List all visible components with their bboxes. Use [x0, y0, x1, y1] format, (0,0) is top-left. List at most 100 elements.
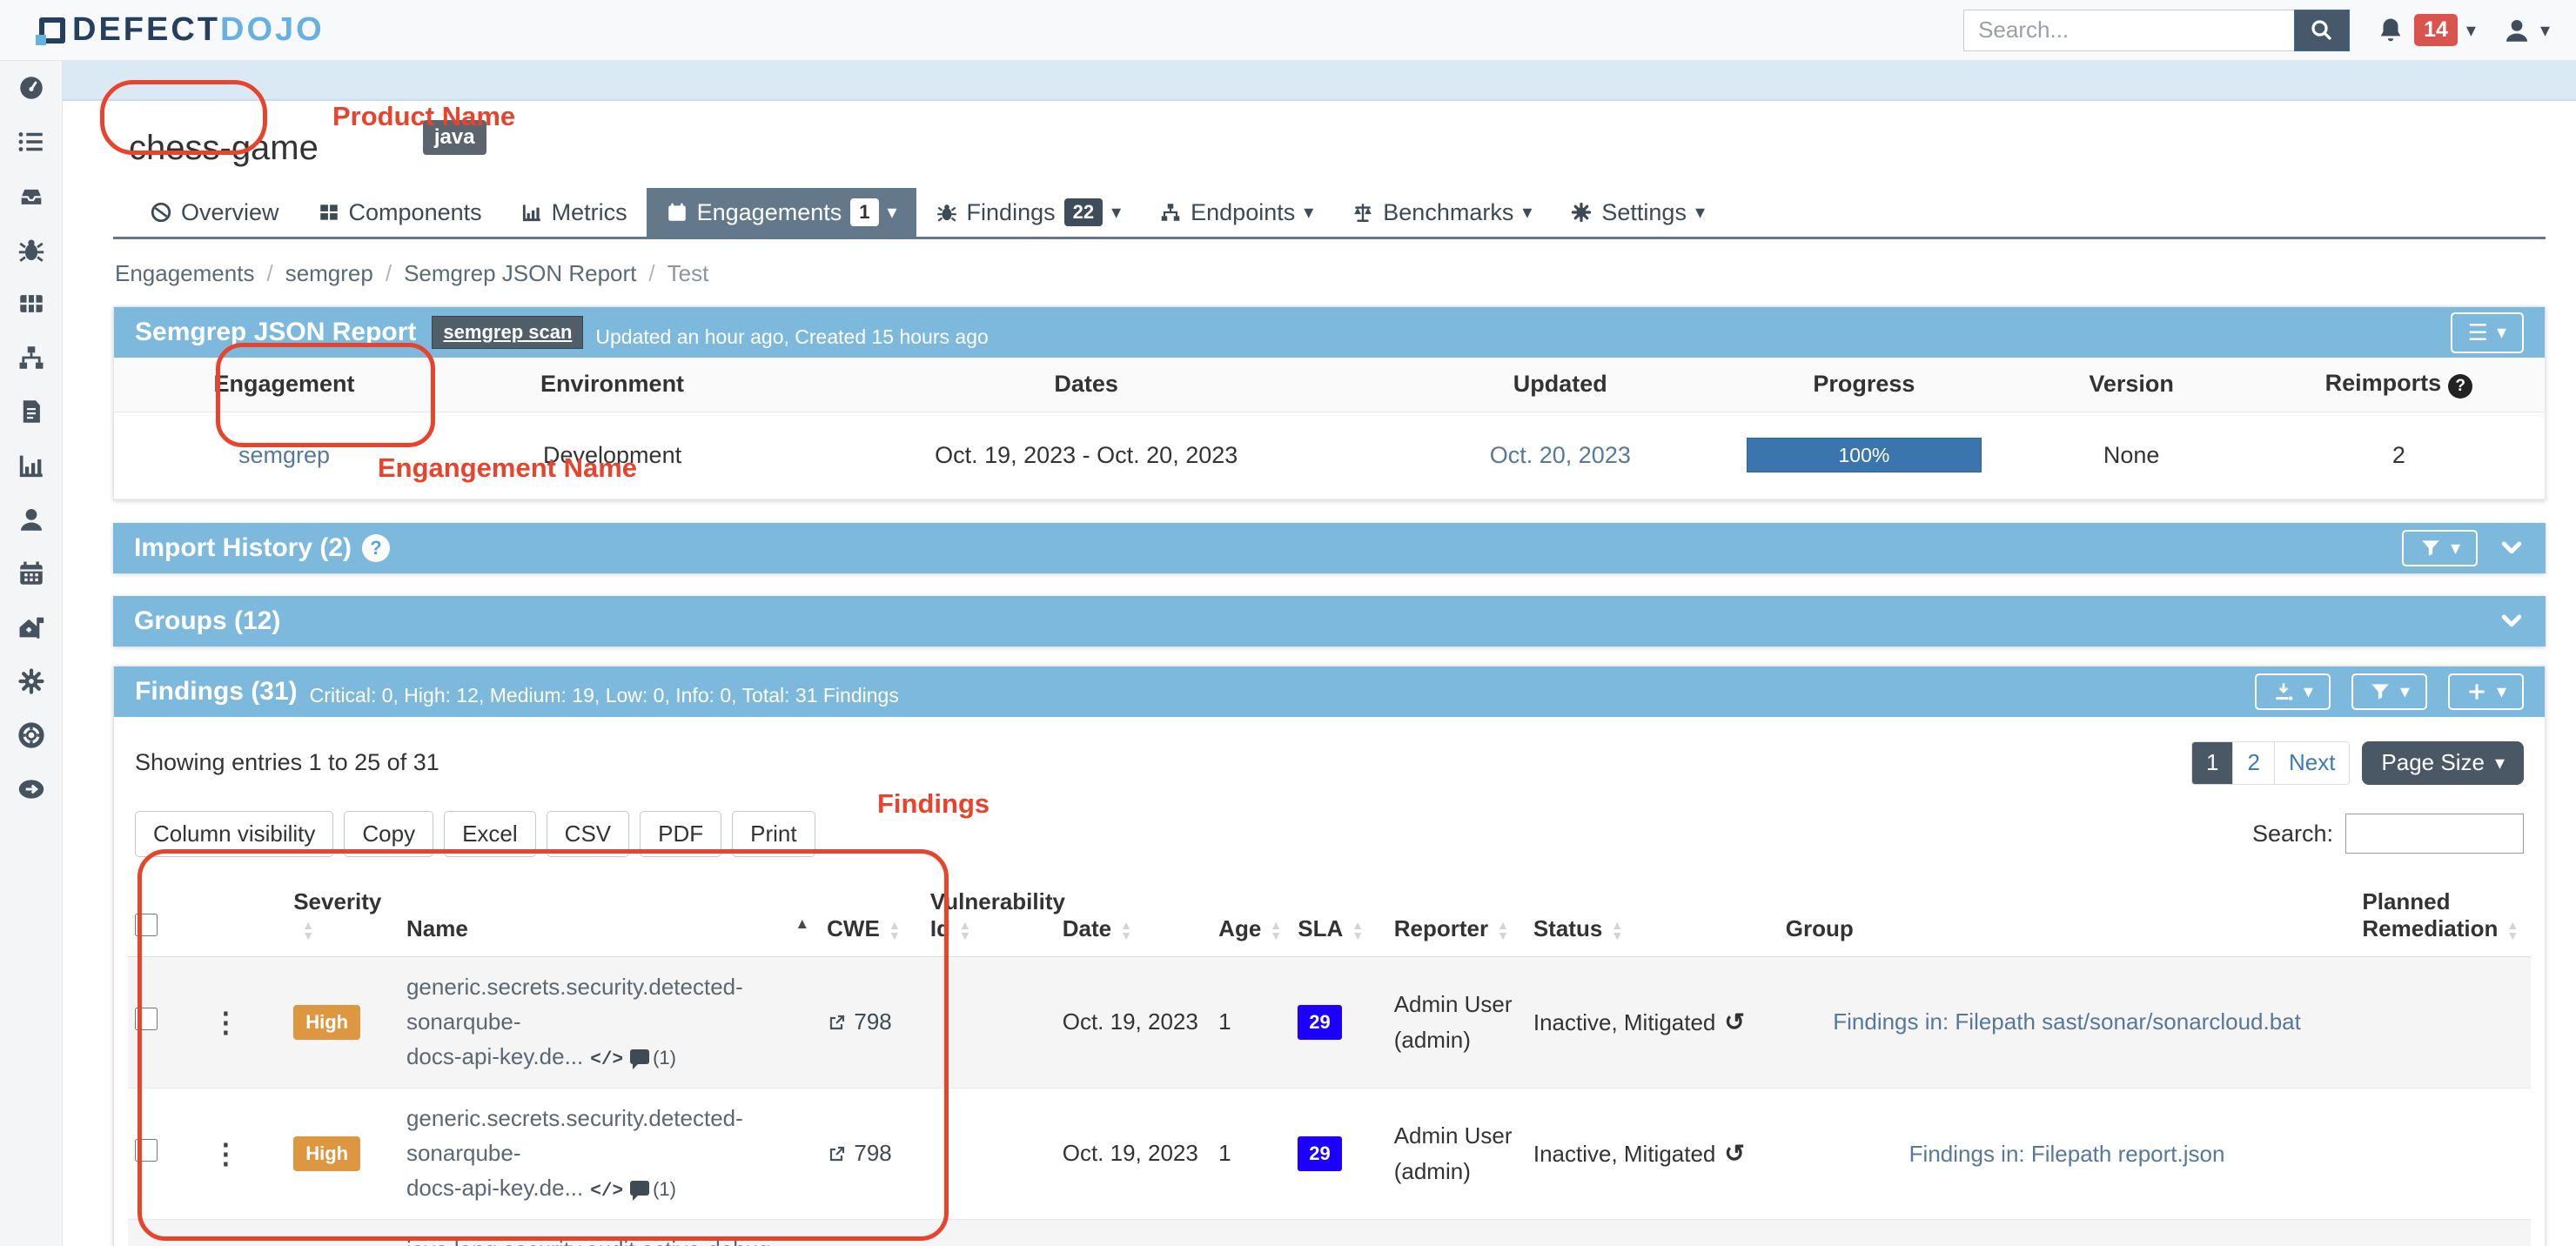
history-icon[interactable] [1724, 1140, 1744, 1167]
chevron-down-icon[interactable] [2499, 608, 2525, 634]
product-tab-bar: Overview Components Metrics Engagements … [113, 188, 2546, 239]
col-group[interactable]: Group [1779, 880, 2356, 957]
breadcrumb-semgrep[interactable]: semgrep [285, 260, 392, 287]
row-actions-kebab-icon[interactable] [211, 1007, 239, 1038]
findings-download-button[interactable] [2255, 673, 2331, 710]
global-search-input[interactable] [1963, 10, 2294, 51]
group-link[interactable]: Findings in: Filepath report.json [1909, 1141, 2225, 1167]
col-reporter[interactable]: Reporter [1387, 880, 1526, 957]
sidebar-item-notes[interactable] [0, 385, 62, 439]
vulnerability-id-cell [923, 1088, 1056, 1219]
row-checkbox[interactable] [135, 1139, 158, 1162]
table-search-label: Search: [2252, 821, 2333, 847]
sidebar-item-support[interactable] [0, 708, 62, 762]
engagement-summary-table: Engagement Environment Dates Updated Pro… [114, 358, 2545, 499]
row-actions-kebab-icon[interactable] [211, 1138, 239, 1169]
tab-settings[interactable]: Settings [1551, 188, 1724, 237]
sidebar-item-inbox[interactable] [0, 169, 62, 223]
select-all-checkbox[interactable] [135, 914, 158, 936]
page-2-button[interactable]: 2 [2233, 742, 2274, 784]
group-link[interactable]: Findings in: Filepath sast/sonar/sonarcl… [1833, 1008, 2301, 1035]
csv-button[interactable]: CSV [547, 811, 629, 857]
col-updated: Updated [1402, 358, 1718, 412]
cwe-link[interactable]: 798 [827, 1140, 892, 1166]
test-summary-card: Semgrep JSON Report semgrep scan Updated… [113, 306, 2546, 500]
tab-components[interactable]: Components [299, 188, 501, 237]
findings-add-button[interactable] [2448, 673, 2524, 710]
col-vulnerability-id[interactable]: Vulnerability Id [923, 880, 1056, 957]
col-sla[interactable]: SLA [1291, 880, 1386, 957]
col-age[interactable]: Age [1211, 880, 1291, 957]
table-search-input[interactable] [2345, 814, 2524, 854]
import-history-help-icon[interactable] [362, 534, 390, 562]
breadcrumb-semgrep-json-report[interactable]: Semgrep JSON Report [404, 260, 655, 287]
col-planned-remediation[interactable]: Planned Remediation [2355, 880, 2531, 957]
tab-endpoints[interactable]: Endpoints [1140, 188, 1332, 237]
global-search [1963, 10, 2350, 51]
page-1-button[interactable]: 1 [2192, 742, 2233, 784]
col-date[interactable]: Date [1056, 880, 1211, 957]
cwe-link[interactable]: 798 [827, 1008, 892, 1035]
history-icon[interactable] [1724, 1008, 1744, 1035]
sort-ascending-icon [795, 915, 809, 933]
sidebar-item-logout[interactable] [0, 762, 62, 816]
caret-down-icon [2497, 321, 2506, 344]
sidebar-item-list[interactable] [0, 115, 62, 169]
tab-benchmarks[interactable]: Benchmarks [1332, 188, 1551, 237]
engagement-link[interactable]: semgrep [238, 442, 330, 468]
tab-label: Findings [967, 199, 1056, 226]
search-button[interactable] [2294, 10, 2350, 51]
sidebar-item-products[interactable] [0, 277, 62, 331]
col-cwe[interactable]: CWE [820, 880, 923, 957]
code-icon [590, 1050, 623, 1070]
notifications-menu[interactable]: 14 [2376, 14, 2476, 46]
finding-name-link[interactable]: java.lang.security.audit.active-debug-co… [406, 1236, 778, 1246]
tab-findings[interactable]: Findings 22 [916, 188, 1141, 237]
next-page-button[interactable]: Next [2275, 742, 2349, 784]
arrow-circle-right-icon [17, 774, 46, 804]
breadcrumb-engagements[interactable]: Engagements [115, 260, 273, 287]
sidebar-item-engagements[interactable] [0, 600, 62, 654]
benchmarks-scale-icon [1352, 201, 1374, 224]
bug-icon [17, 235, 46, 265]
version-value: None [2010, 412, 2253, 499]
print-button[interactable]: Print [732, 811, 815, 857]
groups-title: Groups (12) [134, 606, 280, 636]
tab-overview[interactable]: Overview [131, 188, 299, 237]
import-history-section[interactable]: Import History (2) [113, 523, 2546, 573]
copy-button[interactable]: Copy [344, 811, 433, 857]
column-visibility-button[interactable]: Column visibility [135, 811, 333, 857]
finding-name-link[interactable]: generic.secrets.security.detected-sonarq… [406, 974, 743, 1070]
tab-engagements[interactable]: Engagements 1 [647, 188, 916, 237]
tab-metrics[interactable]: Metrics [501, 188, 647, 237]
sidebar-item-endpoints[interactable] [0, 331, 62, 385]
row-checkbox[interactable] [135, 1008, 158, 1030]
sidebar-item-calendar[interactable] [0, 546, 62, 600]
col-status[interactable]: Status [1526, 880, 1779, 957]
defectdojo-page: DEFECTDOJO 14 [0, 0, 2576, 1246]
product-name[interactable]: chess-game [113, 129, 319, 168]
sidebar-item-findings[interactable] [0, 223, 62, 277]
download-icon [2272, 680, 2295, 703]
groups-section[interactable]: Groups (12) [113, 596, 2546, 646]
sidebar-item-settings[interactable] [0, 654, 62, 708]
findings-filter-button[interactable] [2351, 673, 2427, 710]
caret-down-icon [2495, 752, 2505, 774]
chevron-down-icon[interactable] [2499, 535, 2525, 561]
excel-button[interactable]: Excel [444, 811, 536, 857]
user-menu[interactable] [2502, 16, 2550, 45]
page-size-button[interactable]: Page Size [2362, 741, 2524, 785]
sidebar-item-dashboard[interactable] [0, 61, 62, 115]
scan-type-badge[interactable]: semgrep scan [432, 316, 583, 349]
sidebar-item-users[interactable] [0, 492, 62, 546]
sidebar-item-metrics[interactable] [0, 439, 62, 492]
reimports-help-icon[interactable] [2448, 374, 2472, 399]
col-severity[interactable]: Severity [286, 880, 399, 957]
import-history-filter-button[interactable] [2402, 530, 2478, 566]
col-name[interactable]: Name [399, 880, 820, 957]
defectdojo-logo[interactable]: DEFECTDOJO [39, 11, 325, 49]
pdf-button[interactable]: PDF [640, 811, 721, 857]
updated-link[interactable]: Oct. 20, 2023 [1490, 442, 1631, 468]
finding-name-link[interactable]: generic.secrets.security.detected-sonarq… [406, 1105, 743, 1202]
test-options-button[interactable] [2451, 312, 2524, 353]
